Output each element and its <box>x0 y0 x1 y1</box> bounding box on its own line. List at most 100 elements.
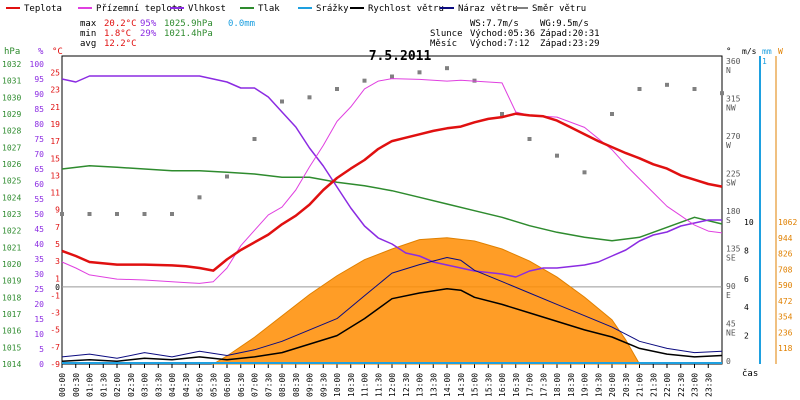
wind-direction-point-20 <box>610 112 614 116</box>
wind-direction-point-19 <box>582 170 587 175</box>
hpa-tick-18: 1032 <box>2 60 21 69</box>
celsius-tick-16: 23 <box>50 86 60 95</box>
wm2-tick-7: 944 <box>778 234 793 243</box>
x-tick-label-12: 06:00 <box>223 373 232 397</box>
summary-moon-set: Západ:23:29 <box>540 39 600 49</box>
series-line-5 <box>61 287 723 362</box>
wind-direction-point-11 <box>362 78 367 83</box>
chart-summary: max 20.2°C 95% 1025.9hPa 0.0mm min 1.8°C 29% 102… <box>80 19 600 49</box>
percent-tick-20: 100 <box>30 60 45 69</box>
percent-tick-12: 60 <box>34 180 44 189</box>
percent-tick-19: 95 <box>34 75 44 84</box>
hpa-tick-1: 1015 <box>2 343 21 352</box>
x-tick-label-27: 13:30 <box>429 373 438 397</box>
hpa-tick-10: 1024 <box>2 193 21 202</box>
axis-label-wm2: W <box>778 47 783 56</box>
celsius-zero-label: 0 <box>55 283 60 292</box>
x-tick-label-3: 01:30 <box>99 373 108 397</box>
wind-direction-point-14 <box>445 66 449 71</box>
x-tick-label-19: 09:30 <box>319 373 328 397</box>
summary-hum-0: 95% <box>140 19 157 29</box>
x-tick-label-37: 18:30 <box>567 373 576 397</box>
wind-direction-point-7 <box>252 137 257 141</box>
x-tick-label-20: 10:00 <box>333 373 342 397</box>
wind-direction-point-22 <box>665 82 669 87</box>
summary-wg: WG:9.5m/s <box>540 19 589 29</box>
wind-direction-point-6 <box>225 174 229 179</box>
x-tick-label-13: 06:30 <box>237 373 246 397</box>
summary-sun-rise: Východ:05:36 <box>470 29 535 39</box>
wind-direction-point-9 <box>307 95 312 100</box>
wm2-tick-8: 1062 <box>778 218 797 227</box>
x-tick-label-5: 02:30 <box>127 373 136 397</box>
percent-tick-14: 70 <box>34 150 44 159</box>
wind-direction-point-12 <box>390 74 394 79</box>
wind-direction-point-16 <box>500 112 504 116</box>
axis-label-celsius: °C <box>52 47 63 57</box>
celsius-tick-3: -3 <box>50 309 60 318</box>
hpa-tick-13: 1027 <box>2 143 21 152</box>
x-tick-label-21: 10:30 <box>347 373 356 397</box>
percent-tick-6: 30 <box>34 270 44 279</box>
hpa-tick-0: 1014 <box>2 360 21 369</box>
ms-tick-0: 2 <box>744 332 749 341</box>
x-tick-label-36: 18:00 <box>553 373 562 397</box>
percent-tick-3: 15 <box>34 315 44 324</box>
wm2-tick-6: 826 <box>778 250 793 259</box>
percent-tick-2: 10 <box>34 330 44 339</box>
x-tick-label-1: 00:30 <box>72 373 81 397</box>
x-tick-label-41: 20:30 <box>622 373 631 397</box>
series-line-0 <box>61 164 723 242</box>
x-tick-label-24: 12:00 <box>388 373 397 397</box>
wind-direction-point-24 <box>720 91 724 96</box>
wm2-tick-2: 354 <box>778 313 793 322</box>
x-tick-label-22: 11:00 <box>361 373 370 397</box>
direction-tick-4: 180 <box>726 207 741 216</box>
summary-row-label-1: min <box>80 29 96 39</box>
wind-direction-point-2 <box>115 212 119 216</box>
x-tick-label-44: 22:00 <box>663 373 672 397</box>
summary-hum-1: 29% <box>140 29 157 39</box>
x-tick-label-4: 02:00 <box>113 373 122 397</box>
x-tick-label-10: 05:00 <box>196 373 205 397</box>
percent-tick-0: 0 <box>39 360 44 369</box>
direction-tick-3: 135 <box>726 245 741 254</box>
wind-direction-point-1 <box>87 212 92 216</box>
legend-label-5: Rychlost větru <box>368 4 444 14</box>
hpa-tick-12: 1026 <box>2 160 21 169</box>
legend-label-4: Srážky <box>316 4 349 14</box>
summary-rain-0: 0.0mm <box>228 19 255 29</box>
celsius-tick-0: -9 <box>50 360 60 369</box>
celsius-tick-10: 11 <box>50 189 60 198</box>
hpa-tick-15: 1029 <box>2 110 21 119</box>
celsius-tick-15: 21 <box>50 103 60 112</box>
wm2-tick-0: 118 <box>778 344 793 353</box>
summary-press-1: 1021.4hPa <box>164 29 213 39</box>
x-tick-label-34: 17:00 <box>526 373 535 397</box>
series-line-4 <box>61 257 723 359</box>
celsius-tick-12: 15 <box>50 154 60 163</box>
hpa-tick-14: 1028 <box>2 127 21 136</box>
ms-tick-1: 4 <box>744 303 749 312</box>
summary-moon-label: Měsíc <box>430 39 457 49</box>
summary-temp-1: 1.8°C <box>104 29 131 39</box>
hpa-tick-2: 1016 <box>2 327 21 336</box>
series-line-2 <box>61 78 723 284</box>
ms-tick-2: 6 <box>744 275 749 284</box>
percent-tick-10: 50 <box>34 210 44 219</box>
wind-direction-point-13 <box>417 70 422 75</box>
wind-direction-point-21 <box>637 87 642 91</box>
wind-direction-point-18 <box>555 153 559 158</box>
x-tick-label-2: 01:00 <box>86 373 95 397</box>
legend-label-3: Tlak <box>258 4 280 14</box>
celsius-tick-11: 13 <box>50 171 60 180</box>
celsius-tick-4: -1 <box>50 291 60 300</box>
celsius-tick-2: -5 <box>50 326 60 335</box>
wind-direction-point-17 <box>527 137 532 141</box>
x-axis-label: čas <box>742 368 758 379</box>
hpa-tick-7: 1021 <box>2 243 21 252</box>
hpa-tick-16: 1030 <box>2 93 21 102</box>
x-tick-label-18: 09:00 <box>306 373 315 397</box>
x-tick-label-32: 16:00 <box>498 373 507 397</box>
hpa-tick-6: 1020 <box>2 260 21 269</box>
